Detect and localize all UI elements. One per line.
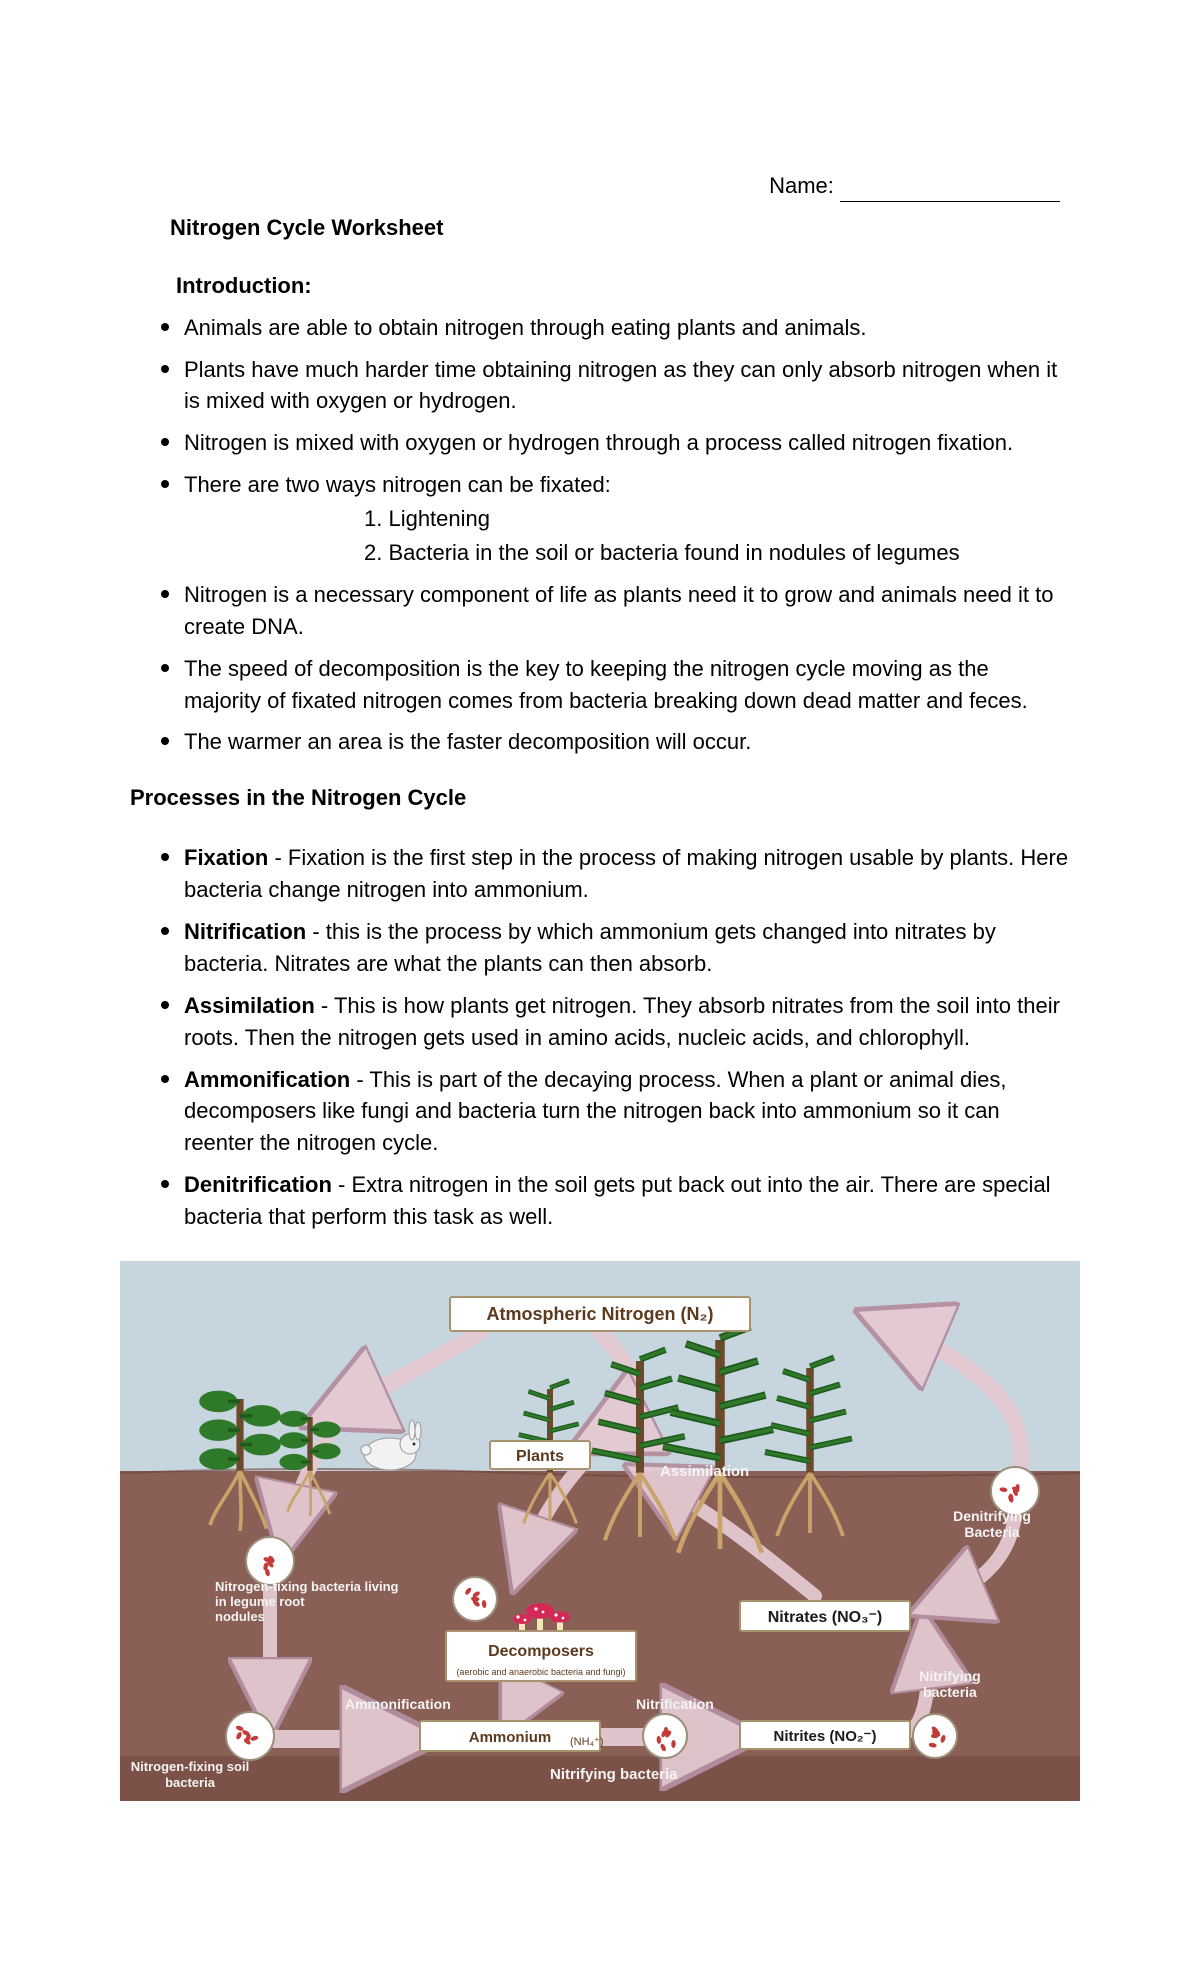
term: Assimilation [184, 993, 315, 1018]
name-field: Name: [130, 170, 1070, 202]
svg-text:Decomposers: Decomposers [488, 1643, 594, 1660]
term: Denitrification [184, 1172, 332, 1197]
list-item: Denitrification - Extra nitrogen in the … [184, 1163, 1070, 1233]
svg-text:(aerobic and anaerobic bacteri: (aerobic and anaerobic bacteria and fung… [456, 1667, 625, 1677]
list-item: Plants have much harder time obtaining n… [184, 348, 1070, 418]
svg-text:bacteria: bacteria [165, 1775, 216, 1790]
processes-list: Fixation - Fixation is the first step in… [130, 836, 1070, 1233]
svg-text:Nitrification: Nitrification [636, 1696, 714, 1712]
list-item: Assimilation - This is how plants get ni… [184, 984, 1070, 1054]
desc: - Fixation is the first step in the proc… [184, 845, 1068, 902]
svg-text:Nitrifying: Nitrifying [919, 1668, 980, 1684]
name-underline[interactable] [840, 201, 1060, 202]
svg-text:(NH₄⁺): (NH₄⁺) [570, 1736, 604, 1748]
intro-list: Animals are able to obtain nitrogen thro… [130, 306, 1070, 759]
name-label: Name: [769, 173, 834, 198]
processes-heading: Processes in the Nitrogen Cycle [130, 782, 1070, 814]
svg-text:Nitrifying bacteria: Nitrifying bacteria [550, 1766, 678, 1783]
worksheet-title: Nitrogen Cycle Worksheet [170, 212, 1070, 244]
list-item: The warmer an area is the faster decompo… [184, 720, 1070, 758]
sub-numbered-item: 1. Lightening [184, 503, 1070, 535]
list-item-text: There are two ways nitrogen can be fixat… [184, 472, 611, 497]
diagram-svg: Atmospheric Nitrogen (N₂) Plants Decompose… [120, 1261, 1080, 1801]
svg-text:bacteria: bacteria [923, 1684, 977, 1700]
list-item: Nitrogen is a necessary component of lif… [184, 573, 1070, 643]
svg-text:Ammonification: Ammonification [345, 1696, 451, 1712]
desc: - This is how plants get nitrogen. They … [184, 993, 1060, 1050]
svg-text:Assimilation: Assimilation [660, 1463, 749, 1480]
svg-text:Denitrifying: Denitrifying [953, 1508, 1031, 1524]
svg-text:Nitrates (NO₃⁻): Nitrates (NO₃⁻) [768, 1609, 883, 1626]
nitrogen-cycle-diagram: Atmospheric Nitrogen (N₂) Plants Decompose… [120, 1261, 1080, 1801]
intro-heading: Introduction: [176, 270, 1070, 302]
list-item: Nitrogen is mixed with oxygen or hydroge… [184, 421, 1070, 459]
desc: - this is the process by which ammonium … [184, 919, 996, 976]
svg-text:in legume root: in legume root [215, 1594, 305, 1609]
svg-text:Bacteria: Bacteria [964, 1524, 1019, 1540]
list-item: The speed of decomposition is the key to… [184, 647, 1070, 717]
term: Nitrification [184, 919, 306, 944]
svg-text:Ammonium: Ammonium [469, 1729, 552, 1746]
svg-text:Nitrogen-fixing soil: Nitrogen-fixing soil [131, 1759, 249, 1774]
svg-text:Plants: Plants [516, 1448, 564, 1465]
svg-text:Nitrites (NO₂⁻): Nitrites (NO₂⁻) [774, 1728, 877, 1745]
list-item: Ammonification - This is part of the dec… [184, 1058, 1070, 1160]
sub-numbered-item: 2. Bacteria in the soil or bacteria foun… [184, 537, 1070, 569]
list-item: There are two ways nitrogen can be fixat… [184, 463, 1070, 569]
svg-text:nodules: nodules [215, 1609, 265, 1624]
svg-text:Nitrogen-fixing bacteria livin: Nitrogen-fixing bacteria living [215, 1579, 399, 1594]
list-item: Animals are able to obtain nitrogen thro… [184, 306, 1070, 344]
list-item: Nitrification - this is the process by w… [184, 910, 1070, 980]
term: Ammonification [184, 1067, 350, 1092]
term: Fixation [184, 845, 268, 870]
svg-text:Atmospheric Nitrogen (N₂): Atmospheric Nitrogen (N₂) [486, 1304, 713, 1324]
list-item: Fixation - Fixation is the first step in… [184, 836, 1070, 906]
